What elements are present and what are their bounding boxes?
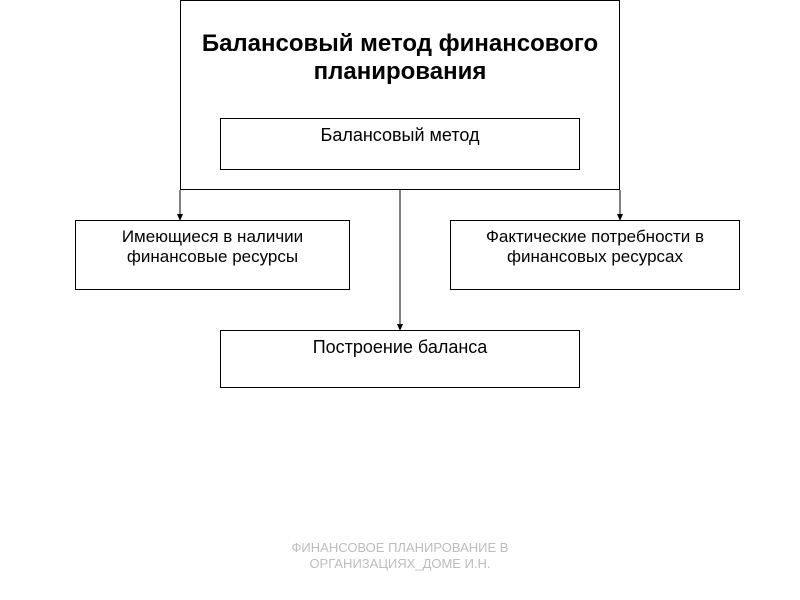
node-label-balance: Построение баланса xyxy=(313,337,488,358)
node-label-left: Имеющиеся в наличии финансовые ресурсы xyxy=(84,227,341,267)
node-method: Балансовый метод xyxy=(220,118,580,170)
node-balance: Построение баланса xyxy=(220,330,580,388)
footer-line2: ОРГАНИЗАЦИЯХ_ДОМЕ И.Н. xyxy=(309,556,490,571)
footer-text: ФИНАНСОВОЕ ПЛАНИРОВАНИЕ В ОРГАНИЗАЦИЯХ_Д… xyxy=(260,540,540,571)
node-right: Фактические потребности в финансовых рес… xyxy=(450,220,740,290)
node-label-right: Фактические потребности в финансовых рес… xyxy=(459,227,731,267)
node-label-method: Балансовый метод xyxy=(321,125,480,146)
footer-line1: ФИНАНСОВОЕ ПЛАНИРОВАНИЕ В xyxy=(292,540,509,555)
node-left: Имеющиеся в наличии финансовые ресурсы xyxy=(75,220,350,290)
